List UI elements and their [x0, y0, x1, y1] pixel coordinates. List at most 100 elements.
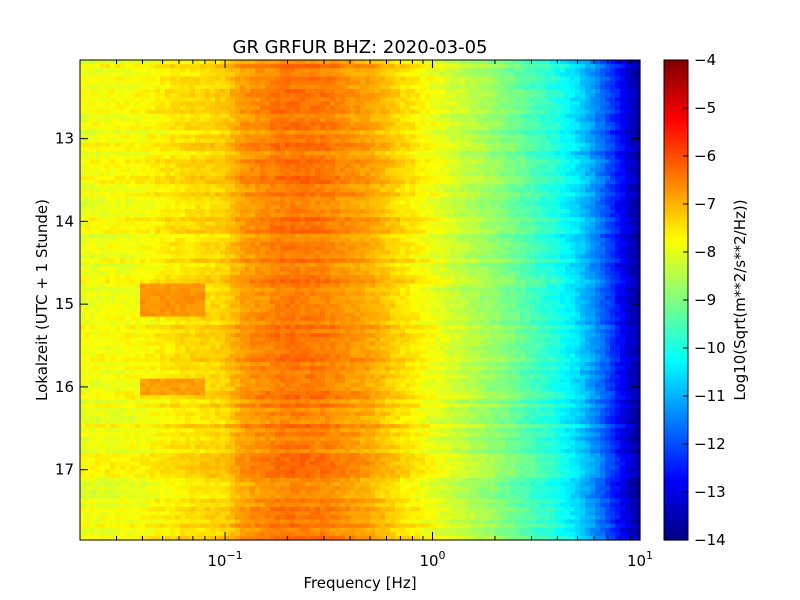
heatmap-cell	[535, 126, 541, 131]
heatmap-cell	[570, 192, 576, 198]
heatmap-cell	[635, 72, 641, 78]
heatmap-cell	[195, 242, 201, 247]
heatmap-cell	[100, 225, 106, 231]
heatmap-cell	[145, 180, 151, 185]
heatmap-cell	[105, 188, 111, 194]
heatmap-cell	[250, 155, 256, 160]
heatmap-cell	[240, 229, 246, 235]
heatmap-cell	[275, 225, 281, 231]
heatmap-cell	[505, 113, 511, 119]
heatmap-cell	[570, 64, 576, 69]
heatmap-cell	[620, 192, 626, 198]
heatmap-cell	[480, 122, 486, 127]
heatmap-cell	[465, 225, 471, 231]
heatmap-cell	[505, 105, 511, 111]
heatmap-cell	[615, 134, 621, 140]
heatmap-cell	[90, 159, 96, 165]
heatmap-cell	[525, 105, 531, 111]
heatmap-cell	[80, 163, 86, 169]
heatmap-cell	[185, 213, 191, 218]
heatmap-cell	[610, 130, 616, 136]
heatmap-cell	[335, 113, 341, 119]
heatmap-cell	[395, 200, 401, 206]
heatmap-cell	[505, 117, 511, 123]
heatmap-cell	[320, 217, 326, 222]
heatmap-cell	[515, 142, 521, 148]
heatmap-cell	[540, 184, 546, 189]
heatmap-cell	[220, 72, 226, 78]
heatmap-cell	[215, 217, 221, 222]
heatmap-cell	[200, 200, 206, 206]
heatmap-cell	[325, 105, 331, 111]
heatmap-cell	[205, 151, 211, 156]
heatmap-cell	[415, 134, 421, 140]
heatmap-cell	[130, 122, 136, 127]
heatmap-cell	[410, 163, 416, 169]
heatmap-cell	[445, 175, 451, 181]
heatmap-cell	[495, 80, 501, 86]
heatmap-cell	[490, 80, 496, 86]
heatmap-cell	[185, 134, 191, 140]
heatmap-cell	[275, 229, 281, 235]
heatmap-cell	[445, 229, 451, 235]
heatmap-cell	[260, 60, 266, 65]
heatmap-cell	[275, 105, 281, 111]
heatmap-cell	[255, 93, 261, 98]
heatmap-cell	[425, 80, 431, 86]
heatmap-cell	[605, 130, 611, 136]
heatmap-cell	[395, 72, 401, 78]
heatmap-cell	[505, 167, 511, 173]
heatmap-cell	[320, 213, 326, 218]
heatmap-cell	[370, 72, 376, 78]
heatmap-cell	[390, 84, 396, 90]
heatmap-cell	[450, 163, 456, 169]
heatmap-cell	[435, 146, 441, 152]
heatmap-cell	[310, 200, 316, 206]
heatmap-cell	[335, 213, 341, 218]
heatmap-cell	[275, 84, 281, 90]
heatmap-cell	[180, 208, 186, 214]
heatmap-cell	[620, 180, 626, 185]
heatmap-cell	[130, 88, 136, 94]
heatmap-cell	[460, 171, 466, 177]
heatmap-cell	[175, 138, 181, 144]
heatmap-cell	[355, 109, 361, 115]
heatmap-cell	[300, 163, 306, 169]
heatmap-cell	[320, 151, 326, 156]
heatmap-cell	[390, 117, 396, 123]
heatmap-cell	[120, 217, 126, 222]
heatmap-cell	[505, 180, 511, 185]
heatmap-cell	[150, 122, 156, 127]
heatmap-cell	[350, 60, 356, 65]
heatmap-cell	[490, 159, 496, 165]
heatmap-cell	[580, 221, 586, 227]
heatmap-cell	[355, 242, 361, 247]
heatmap-cell	[545, 64, 551, 69]
heatmap-cell	[410, 192, 416, 198]
heatmap-cell	[630, 117, 636, 123]
heatmap-cell	[195, 138, 201, 144]
heatmap-cell	[380, 213, 386, 218]
heatmap-cell	[560, 105, 566, 111]
heatmap-cell	[410, 93, 416, 98]
heatmap-cell	[190, 64, 196, 69]
heatmap-cell	[260, 217, 266, 222]
heatmap-cell	[345, 68, 351, 74]
heatmap-cell	[560, 93, 566, 98]
heatmap-cell	[390, 196, 396, 202]
heatmap-cell	[415, 192, 421, 198]
heatmap-cell	[590, 204, 596, 210]
heatmap-cell	[105, 84, 111, 90]
heatmap-cell	[490, 93, 496, 98]
heatmap-cell	[195, 233, 201, 239]
heatmap-cell	[280, 101, 286, 107]
heatmap-cell	[465, 184, 471, 189]
heatmap-cell	[195, 237, 201, 243]
heatmap-cell	[165, 192, 171, 198]
heatmap-cell	[210, 113, 216, 119]
heatmap-cell	[455, 180, 461, 185]
heatmap-cell	[215, 146, 221, 152]
heatmap-cell	[350, 213, 356, 218]
heatmap-cell	[425, 84, 431, 90]
heatmap-cell	[400, 80, 406, 86]
